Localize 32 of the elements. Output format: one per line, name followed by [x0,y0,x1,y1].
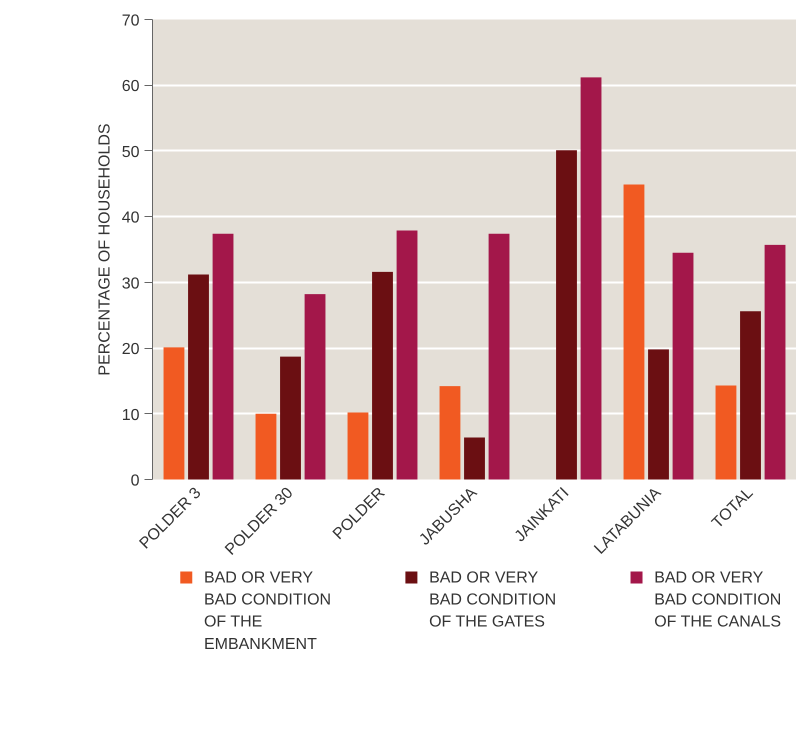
y-tick-label: 0 [130,472,140,490]
bar [672,252,694,480]
legend-label: BAD OR VERY BAD CONDITION OF THE CANALS [654,570,782,631]
y-tick-label: 30 [122,275,140,292]
bar [464,437,485,480]
bar [740,311,761,480]
bar [440,386,460,480]
bar [256,414,276,480]
y-tick-label: 10 [122,406,140,424]
y-tick-label: 40 [122,210,140,227]
bar [164,347,184,480]
bar [556,150,577,480]
bar [624,184,644,480]
y-tick-label: 20 [122,341,140,358]
bar [580,77,602,480]
bar [488,234,510,480]
bar [304,294,326,480]
bar [716,386,736,480]
bar [188,274,209,480]
legend-label: BAD OR VERY BAD CONDITION OF THE EMBANKMENT [204,570,332,653]
bar [396,230,418,480]
y-tick-label: 60 [122,78,140,96]
bar [348,412,368,480]
bar [648,349,669,480]
y-axis-title: PERCENTAGE OF HOUSEHOLDS [96,123,114,376]
y-tick-label: 70 [122,12,140,30]
bar [372,272,393,480]
bar [764,244,786,480]
bar [280,356,301,480]
bar [212,234,234,480]
legend-label: BAD OR VERY BAD CONDITION OF THE GATES [429,570,556,631]
y-tick-label: 50 [122,144,140,161]
